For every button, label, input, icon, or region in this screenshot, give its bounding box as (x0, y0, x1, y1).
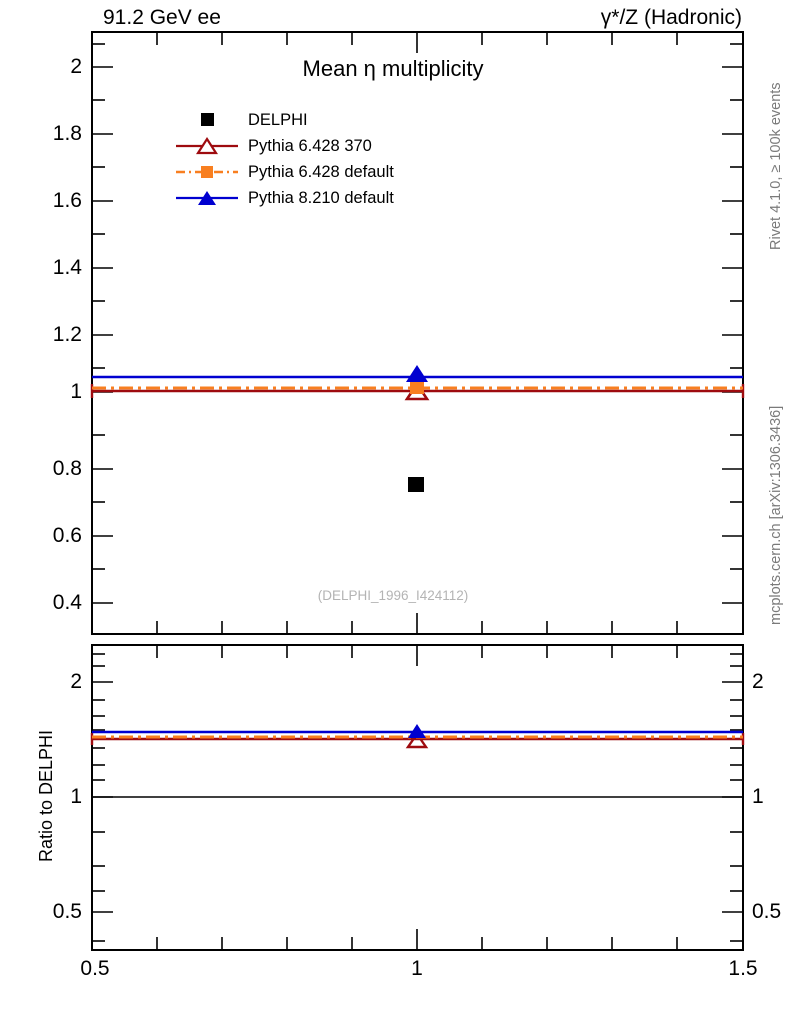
main-ytick-1.6: 1.6 (52, 189, 82, 212)
marker-square-filled (410, 381, 424, 394)
main-ytick-0.8: 0.8 (52, 457, 82, 480)
legend-key-pythia6-default (176, 159, 238, 185)
marker-square-filled (201, 113, 214, 126)
ratio-axis-title: Ratio to DELPHI (36, 729, 56, 862)
legend-key-pythia6-370 (176, 133, 238, 159)
legend-item-pythia6-default[interactable]: Pythia 6.428 default (176, 159, 394, 185)
main-y-ticks-right (722, 43, 743, 604)
plot-title: Mean η multiplicity (302, 56, 484, 81)
ratio-ytick-right-1: 1 (752, 785, 764, 808)
legend-item-pythia8-default[interactable]: Pythia 8.210 default (176, 185, 394, 211)
main-ytick-1.2: 1.2 (52, 323, 82, 346)
xtick-1: 1 (411, 957, 423, 980)
legend-key-delphi (176, 107, 238, 133)
main-x-ticks (91, 32, 744, 634)
marker-triangle-filled (406, 365, 428, 382)
marker-triangle-open (405, 731, 429, 749)
legend-key-pythia8-default (176, 185, 238, 211)
ratio-ytick-left-0.5: 0.5 (52, 900, 82, 923)
legend-label-pythia6-default: Pythia 6.428 default (248, 163, 394, 181)
series-pythia6-default-main (92, 381, 743, 394)
main-ytick-0.4: 0.4 (52, 591, 82, 614)
main-ytick-1.8: 1.8 (52, 122, 82, 145)
ratio-ytick-left-2: 2 (70, 670, 82, 693)
legend-label-delphi: DELPHI (248, 111, 308, 129)
ratio-ytick-left-1: 1 (70, 785, 82, 808)
xtick-0.5: 0.5 (80, 957, 110, 980)
legend-label-pythia6-370: Pythia 6.428 370 (248, 137, 372, 155)
series-pythia8-default-main (92, 365, 743, 382)
analysis-id-watermark: (DELPHI_1996_I424112) (317, 588, 469, 603)
legend-label-pythia8-default: Pythia 8.210 default (248, 189, 394, 207)
ratio-y-ticks-left (92, 653, 113, 942)
xtick-1.5: 1.5 (728, 957, 758, 980)
marker-triangle-filled (198, 191, 216, 205)
main-ytick-1.4: 1.4 (52, 256, 82, 279)
header-process: γ*/Z (Hadronic) (600, 6, 742, 29)
ratio-ytick-right-0.5: 0.5 (752, 900, 782, 923)
ratio-x-ticks (91, 645, 744, 950)
marker-square-filled (408, 477, 424, 492)
main-ytick-1: 1 (70, 380, 82, 403)
marker-triangle-filled (408, 724, 426, 738)
legend: DELPHI Pythia 6.428 370 Pythia 6.428 def… (176, 107, 394, 211)
main-ytick-2: 2 (70, 55, 82, 78)
main-ytick-0.6: 0.6 (52, 524, 82, 547)
series-pythia8-default-ratio (92, 724, 743, 738)
marker-square-filled (201, 166, 213, 178)
series-delphi-main (408, 477, 424, 492)
marker-triangle-open (195, 136, 219, 155)
series-pythia6-370-ratio (90, 731, 745, 749)
legend-item-pythia6-370[interactable]: Pythia 6.428 370 (176, 133, 394, 159)
legend-item-delphi[interactable]: DELPHI (176, 107, 394, 133)
ratio-ytick-right-2: 2 (752, 670, 764, 693)
main-y-ticks-left (92, 43, 113, 604)
header-beam-energy: 91.2 GeV ee (103, 6, 221, 29)
